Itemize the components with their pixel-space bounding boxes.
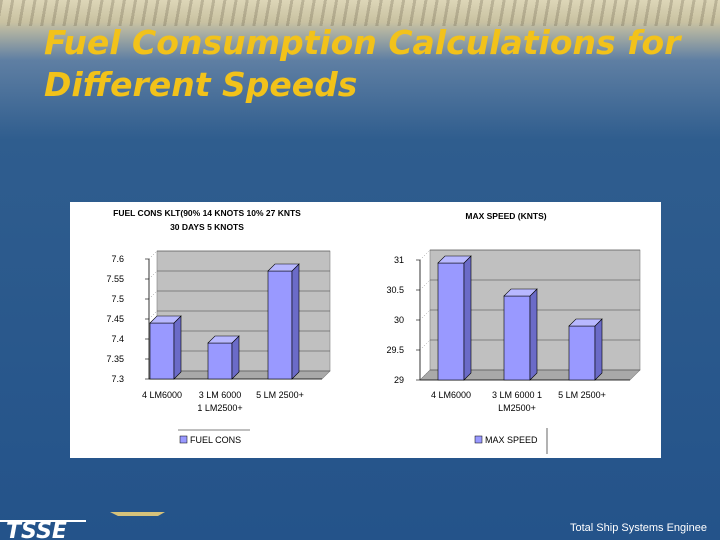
chart-1-gridline <box>148 270 158 280</box>
chart-1-y-tick-label: 7.6 <box>111 254 124 264</box>
chart-1-y-tick-label: 7.55 <box>106 274 124 284</box>
chart-2-y-tick-label: 29 <box>394 375 404 385</box>
chart-1-title-line1: FUEL CONS KLT(90% 14 KNOTS 10% 27 KNTS <box>113 208 301 218</box>
chart-2-bar-top <box>503 288 538 297</box>
chart-2-y-tick-label: 30.5 <box>386 285 404 295</box>
chart-2-gridline <box>419 339 431 351</box>
chart-2-category-label: LM2500+ <box>498 403 536 413</box>
chart-1-category-label: 1 LM2500+ <box>197 403 242 413</box>
chart-1-bar-side <box>231 335 240 380</box>
slide-title: Fuel Consumption Calculations for Differ… <box>44 23 681 104</box>
chart-2-y-tick-label: 30 <box>394 315 404 325</box>
chart-2-y-tick-label: 29.5 <box>386 345 404 355</box>
chart-1-bar-side <box>173 315 182 380</box>
chart-2-gridline <box>419 249 431 261</box>
chart-1-gridline <box>148 250 158 260</box>
chart-2-category-label: 5 LM 2500+ <box>558 390 606 400</box>
logo-swoosh <box>110 512 165 516</box>
chart-2-bar-top <box>437 255 472 264</box>
chart-2-y-tick-label: 31 <box>394 255 404 265</box>
chart-2-gridline <box>419 279 431 291</box>
chart-1-y-tick-label: 7.35 <box>106 354 124 364</box>
chart-1-y-tick-label: 7.5 <box>111 294 124 304</box>
charts-panel: FUEL CONS KLT(90% 14 KNOTS 10% 27 KNTS 30… <box>70 202 661 458</box>
tsse-logo: TSSE <box>0 512 165 540</box>
chart-2-bar-front <box>568 325 596 381</box>
chart-1-category-label: 5 LM 2500+ <box>256 390 304 400</box>
chart-1-y-tick-label: 7.3 <box>111 374 124 384</box>
chart-2-bar-side <box>594 318 603 381</box>
chart-2-bar-top <box>568 318 603 327</box>
logo-rule <box>0 520 86 522</box>
chart-1-bar-top <box>267 263 300 272</box>
chart-1-category-label: 3 LM 6000 <box>199 390 242 400</box>
chart-2-legend-label: MAX SPEED <box>485 435 538 445</box>
footer-text: Total Ship Systems Enginee <box>570 522 707 534</box>
chart-1-bar-side <box>291 263 300 380</box>
chart-2-gridline <box>419 309 431 321</box>
header-texture <box>0 0 720 26</box>
logo-lettering: TSSE <box>6 519 67 540</box>
chart-2-category-label: 4 LM6000 <box>431 390 471 400</box>
chart-1-title-line2: 30 DAYS 5 KNOTS <box>170 222 244 232</box>
chart-1-bar-front <box>207 342 233 380</box>
chart-1-legend-label: FUEL CONS <box>190 435 241 445</box>
chart-1-bar-front <box>149 322 175 380</box>
chart-1-bar-front <box>267 270 293 380</box>
chart-2-title-line1: MAX SPEED (KNTS) <box>465 211 546 221</box>
chart-1-bar-top <box>207 335 240 344</box>
chart-2-category-label: 3 LM 6000 1 <box>492 390 542 400</box>
chart-1-gridline <box>148 310 158 320</box>
chart-2-bar-side <box>463 255 472 381</box>
chart-1-gridline <box>148 290 158 300</box>
chart-1-y-tick-label: 7.45 <box>106 314 124 324</box>
chart-2-bar-front <box>437 262 465 381</box>
chart-1-legend-swatch <box>179 435 188 444</box>
chart-1-bar-top <box>149 315 182 324</box>
chart-2-bar-side <box>529 288 538 381</box>
chart-1-category-label: 4 LM6000 <box>142 390 182 400</box>
chart-2-bar-front <box>503 295 531 381</box>
chart-1-y-tick-label: 7.4 <box>111 334 124 344</box>
chart-2-legend-swatch <box>474 435 483 444</box>
charts-svg: FUEL CONS KLT(90% 14 KNOTS 10% 27 KNTS 30… <box>106 208 641 454</box>
